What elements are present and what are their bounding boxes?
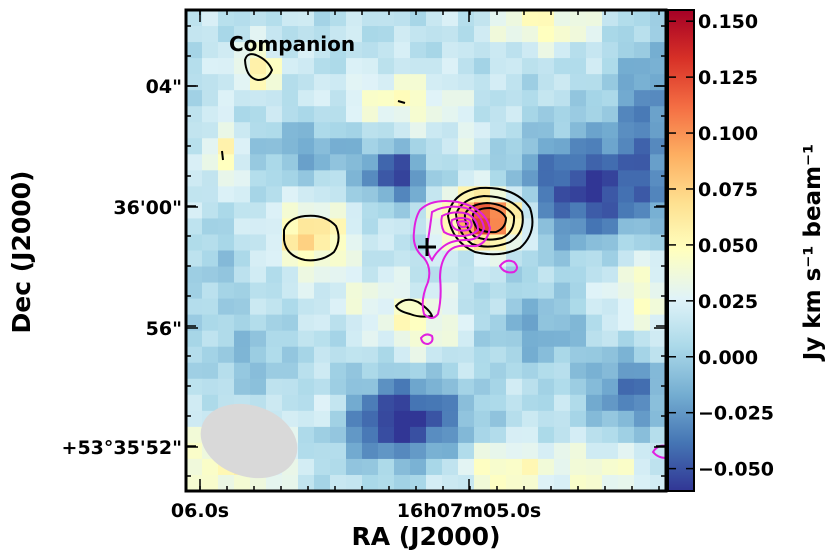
magenta-contour-small-east: [498, 259, 518, 274]
x-tick-label-1: 16h07m05.0s: [397, 500, 541, 522]
magenta-contour-edge: [651, 444, 666, 460]
colorbar-ticks: 0.150 0.125 0.100 0.075 0.050 0.025 0.000 −0.02…: [668, 11, 774, 481]
source-position-marker: [418, 238, 436, 256]
y-tick-label-0: 04": [146, 76, 182, 98]
magenta-contour-1: [412, 200, 492, 319]
black-contour-companion: [243, 53, 274, 82]
colorbar-tick-label: 0.000: [698, 347, 758, 369]
plot-frame: [184, 8, 668, 493]
colorbar-label: Jy km s⁻¹ beam⁻¹: [800, 144, 826, 363]
colorbar-tick-label: 0.050: [698, 235, 758, 257]
black-contour-dot-2: [221, 150, 224, 161]
x-tick-label-0: 06.0s: [171, 500, 229, 522]
black-contour-dot-1: [397, 100, 406, 104]
black-contour-ring-2: [454, 194, 524, 248]
black-contour-left-source: [283, 214, 340, 262]
colorbar-tick-label: 0.025: [698, 291, 758, 313]
black-contour-ring-1: [446, 186, 534, 256]
y-tick-label-2: 56": [146, 318, 182, 340]
frame-ticks: [186, 10, 666, 491]
beam-ellipse: [200, 403, 298, 479]
magenta-contour-5: [456, 220, 470, 229]
colorbar-tick-label: 0.125: [698, 67, 758, 89]
y-tick-label-1: 36'00": [113, 197, 182, 219]
colorbar-tick-label: −0.050: [698, 459, 774, 481]
companion-annotation: Companion: [229, 32, 355, 56]
magenta-contour-3: [440, 211, 480, 238]
magenta-contour-small-south: [419, 333, 434, 346]
colorbar: [667, 9, 695, 492]
colorbar-tick-label: −0.025: [698, 403, 774, 425]
heatmap-image: [186, 10, 666, 491]
y-axis-label: Dec (J2000): [7, 171, 36, 334]
black-contour-ring-4: [471, 206, 508, 234]
x-axis-label: RA (J2000): [351, 522, 500, 551]
colorbar-tick-label: 0.150: [698, 11, 758, 33]
y-tick-label-3: +53°35'52": [62, 437, 182, 459]
magenta-contour-4: [450, 217, 473, 232]
black-contour-small-south: [394, 298, 434, 318]
colorbar-tick-label: 0.075: [698, 179, 758, 201]
colorbar-tick-label: 0.100: [698, 123, 758, 145]
